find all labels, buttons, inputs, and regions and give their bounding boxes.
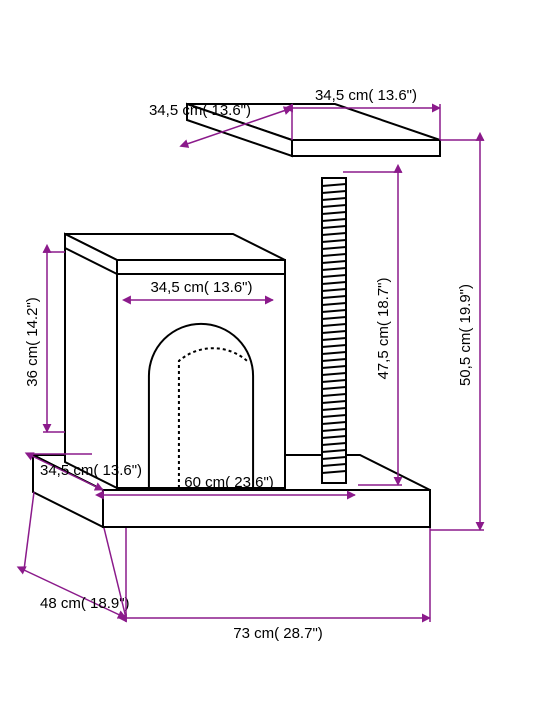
dim-label: 50,5 cm( 19.9") bbox=[457, 284, 474, 386]
dim-post_height: 47,5 cm( 18.7") bbox=[343, 172, 402, 485]
dim-label: 34,5 cm( 13.6") bbox=[150, 279, 252, 296]
dim-total_height: 50,5 cm( 19.9") bbox=[430, 140, 484, 530]
dim-label: 47,5 cm( 18.7") bbox=[375, 277, 392, 379]
dim-label: 48 cm( 18.9") bbox=[40, 595, 130, 612]
dim-label: 73 cm( 28.7") bbox=[233, 625, 323, 642]
dim-label: 36 cm( 14.2") bbox=[24, 297, 41, 387]
dimension-diagram: 34,5 cm( 13.6") 34,5 cm( 13.6") 34,5 cm( 1… bbox=[0, 0, 540, 720]
dim-base_width: 73 cm( 28.7") bbox=[126, 528, 430, 642]
dim-label: 60 cm( 23.6") bbox=[184, 474, 274, 491]
dim-label: 34,5 cm( 13.6") bbox=[40, 462, 142, 479]
dim-label: 34,5 cm( 13.6") bbox=[315, 87, 417, 104]
dim-label: 34,5 cm( 13.6") bbox=[149, 102, 251, 119]
dim-left_height: 36 cm( 14.2") bbox=[24, 252, 65, 432]
